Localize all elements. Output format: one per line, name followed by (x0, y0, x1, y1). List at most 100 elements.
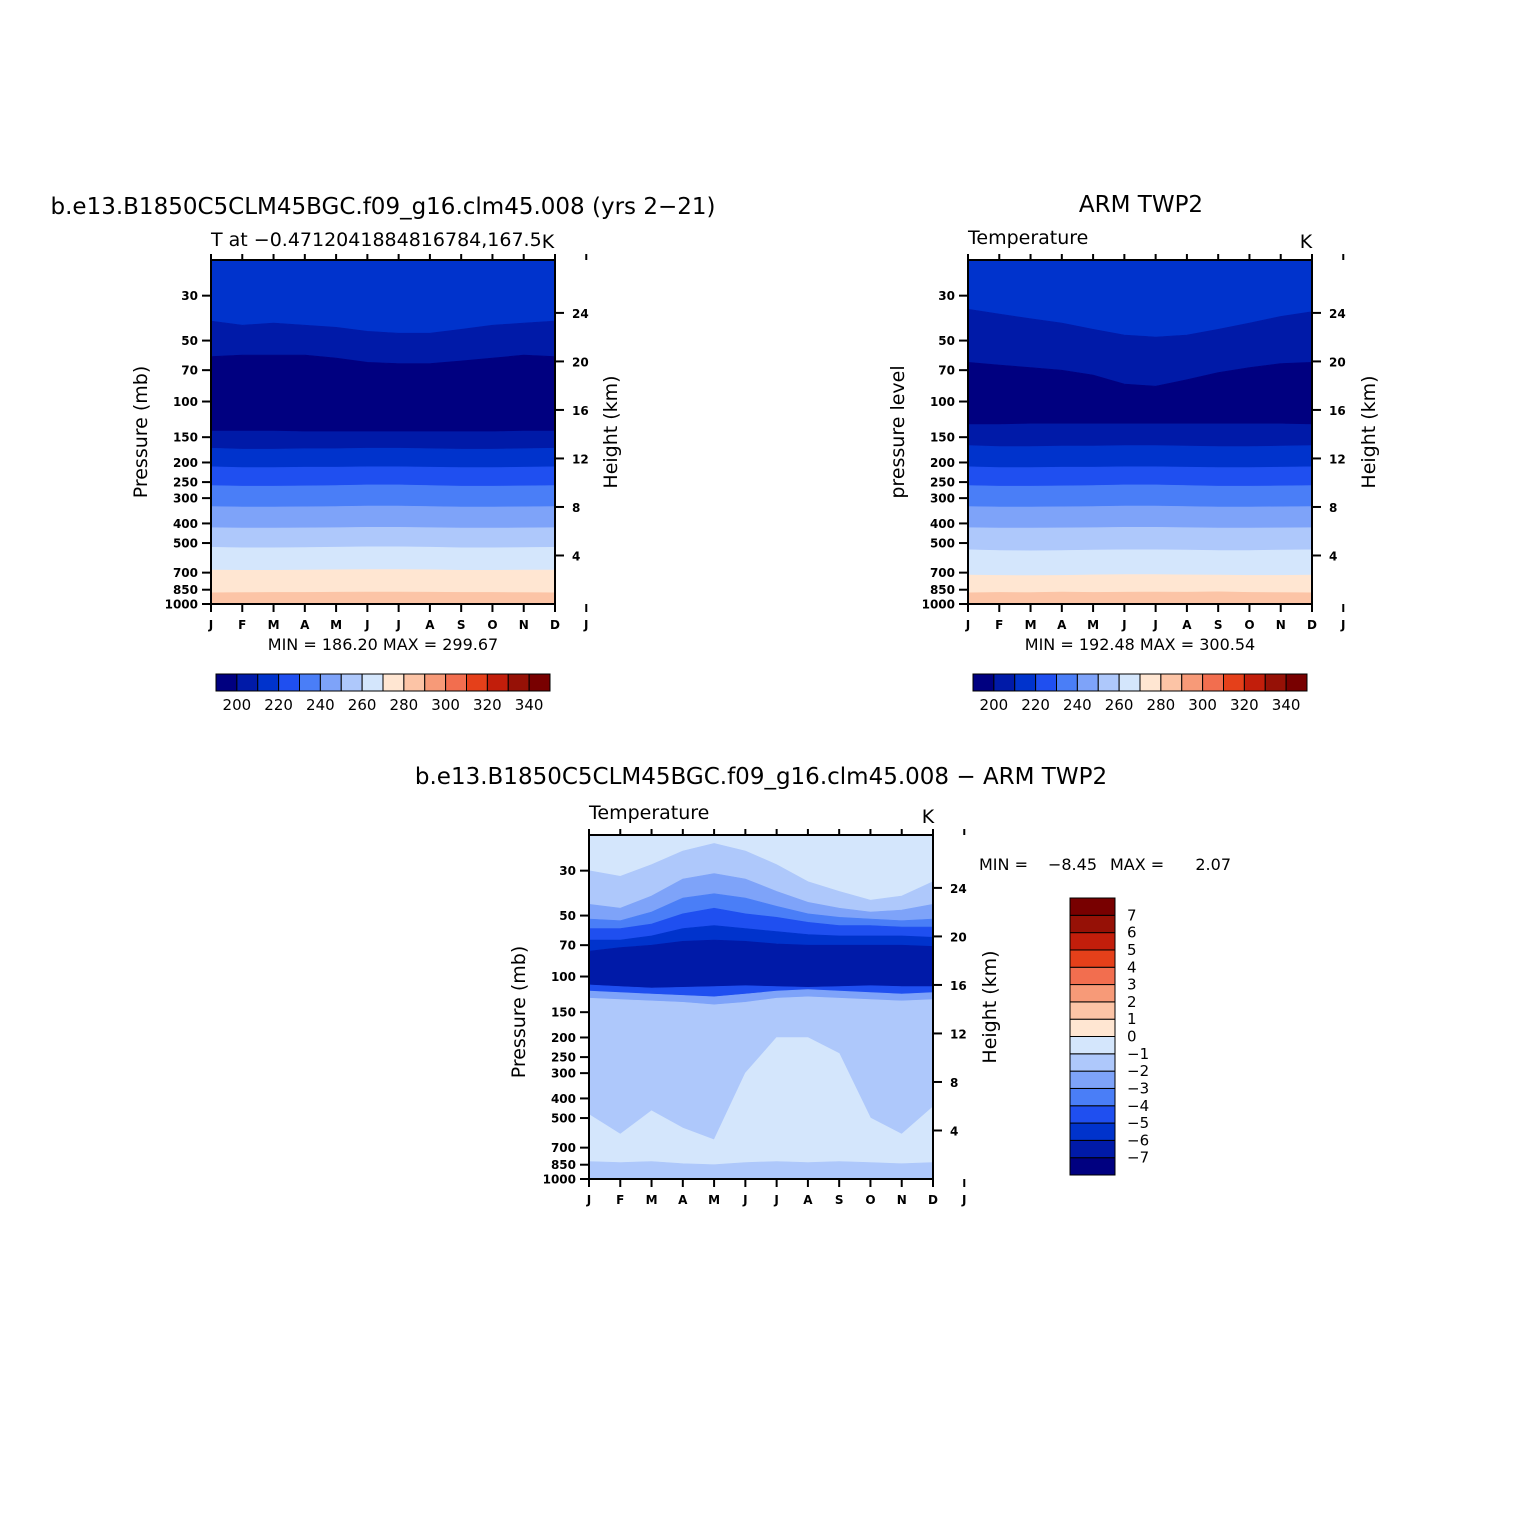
colorbar-swatch (1069, 949, 1116, 968)
panel-obs-ylabel-right: Height (km) (1358, 375, 1380, 488)
colorbar-label: −6 (1127, 1131, 1149, 1149)
colorbar-swatch (1069, 897, 1116, 916)
panel-obs-plot: J F M A M J J A S O N D J 30 50 70 100 150 200 250 300 400 500… (922, 254, 1346, 632)
contour-band (968, 574, 1312, 594)
x-tick-label: N (897, 1193, 907, 1207)
colorbar-label: 240 (306, 696, 335, 714)
y-tick-label: 850 (173, 583, 198, 597)
colorbar-swatch (1056, 673, 1078, 692)
colorbar-swatch (1097, 673, 1120, 692)
colorbar-swatch (361, 673, 384, 692)
colorbar-swatch (1035, 673, 1057, 692)
y-tick-label-right: 16 (950, 979, 967, 993)
panel-obs: ARM TWP2 Temperature K J F M A M J J A S O N D J 30 50… (887, 192, 1380, 714)
panel-model: b.e13.B1850C5CLM45BGC.f09_g16.clm45.008 … (51, 194, 716, 714)
colorbar-swatch (340, 673, 363, 692)
x-tick-label: J (1340, 618, 1345, 632)
colorbar-swatch (236, 673, 259, 692)
panel-obs-title: ARM TWP2 (1079, 192, 1203, 218)
panel-diff-max-value: 2.07 (1195, 855, 1231, 874)
x-tick-label: N (519, 618, 529, 632)
contour-fills (968, 260, 1312, 604)
colorbar-swatch (1069, 966, 1116, 986)
x-tick-label: J (742, 1193, 747, 1207)
contour-band (589, 939, 933, 989)
colorbar-label: 0 (1127, 1028, 1137, 1046)
contour-band (211, 484, 555, 508)
y-tick-label: 50 (559, 909, 576, 923)
colorbar-label: 5 (1127, 941, 1137, 959)
y-tick-label: 30 (181, 289, 198, 303)
y-tick-label: 700 (551, 1141, 576, 1155)
y-tick-label-right: 24 (572, 307, 589, 321)
colorbar-label: 340 (515, 696, 544, 714)
panel-model-title: b.e13.B1850C5CLM45BGC.f09_g16.clm45.008 … (51, 194, 716, 220)
y-tick-label-right: 4 (1329, 549, 1337, 563)
colorbar-swatch (1069, 1053, 1116, 1072)
x-tick-label: D (1307, 618, 1317, 632)
y-tick-label-right: 12 (1329, 452, 1346, 466)
x-tick-label: J (583, 618, 588, 632)
x-tick-label: F (995, 618, 1003, 632)
y-tick-label: 1000 (922, 598, 955, 612)
colorbar-swatch (1014, 673, 1037, 692)
contour-band (211, 546, 555, 571)
colorbar-label: −7 (1127, 1149, 1149, 1167)
colorbar-swatch (1069, 1018, 1116, 1037)
x-tick-label: O (1244, 618, 1254, 632)
colorbar-swatch (1069, 1036, 1116, 1055)
contour-band (211, 527, 555, 549)
panel-model-subtitle: T at −0.4712041884816784,167.5 (210, 229, 542, 251)
panel-model-plot: J F M A M J J A S O N D J 30 50 70 100 150 200 250 300 400 500… (165, 254, 589, 632)
x-tick-label: J (364, 618, 369, 632)
x-tick-label: M (708, 1193, 720, 1207)
contour-band (211, 260, 555, 334)
colorbar-label: 280 (390, 696, 419, 714)
x-tick-label: J (395, 618, 400, 632)
y-tick-label: 250 (551, 1051, 576, 1065)
x-tick-label: S (457, 618, 466, 632)
colorbar-swatch (278, 673, 300, 692)
x-tick-label: A (803, 1193, 813, 1207)
panel-diff-title: b.e13.B1850C5CLM45BGC.f09_g16.clm45.008 … (415, 764, 1107, 790)
colorbar-swatch (993, 673, 1016, 692)
y-tick-label-right: 8 (572, 501, 580, 515)
colorbar-label: 220 (264, 696, 293, 714)
x-tick-label: O (865, 1193, 875, 1207)
x-tick-label: M (268, 618, 280, 632)
colorbar-swatch (1069, 1157, 1116, 1176)
colorbar-swatch (424, 673, 447, 692)
y-tick-label: 250 (930, 476, 955, 490)
contour-band (968, 591, 1312, 604)
panel-model-colorbar: 200 220 240 260 280 300 320 340 (215, 673, 551, 714)
y-tick-label: 400 (173, 517, 198, 531)
colorbar-swatch (1069, 914, 1116, 934)
panel-diff-units: K (922, 806, 935, 828)
x-tick-label: J (208, 618, 213, 632)
y-tick-label: 300 (173, 492, 198, 506)
contour-band (211, 430, 555, 450)
y-tick-label-right: 20 (950, 930, 967, 944)
y-tick-label: 70 (559, 939, 576, 953)
colorbar-label: 4 (1127, 958, 1137, 976)
x-tick-label: J (961, 1193, 966, 1207)
colorbar-swatch (1139, 673, 1162, 692)
y-tick-label: 100 (551, 970, 576, 984)
colorbar-label: −2 (1127, 1062, 1149, 1080)
x-tick-label: M (330, 618, 342, 632)
panel-obs-colorbar: 200 220 240 260 280 300 320 340 (972, 673, 1308, 714)
x-tick-label: F (616, 1193, 624, 1207)
colorbar-label: 220 (1021, 696, 1050, 714)
x-tick-label: A (425, 618, 435, 632)
y-tick-label: 1000 (543, 1173, 576, 1187)
panel-model-ylabel: Pressure (mb) (130, 366, 152, 499)
colorbar-label: 240 (1063, 696, 1092, 714)
y-tick-label: 700 (930, 566, 955, 580)
x-tick-label: J (586, 1193, 591, 1207)
colorbar-swatch (1243, 673, 1266, 692)
colorbar-label: 300 (431, 696, 460, 714)
contour-band (211, 447, 555, 468)
